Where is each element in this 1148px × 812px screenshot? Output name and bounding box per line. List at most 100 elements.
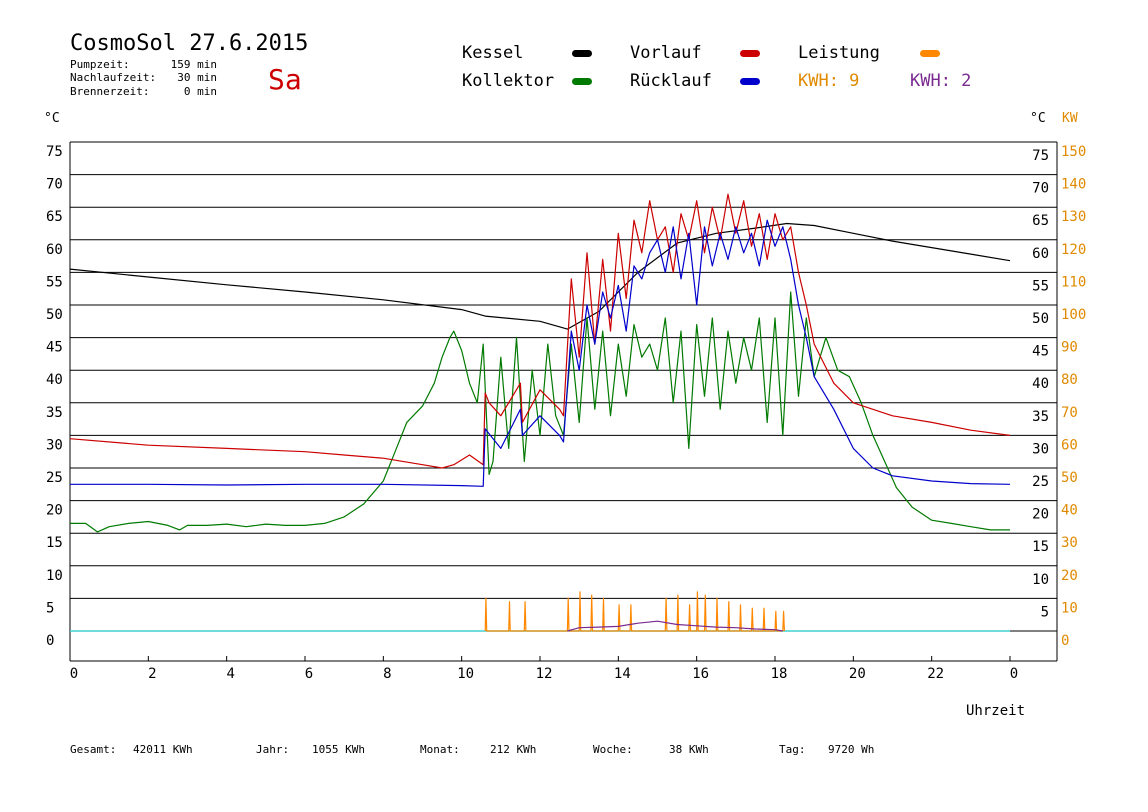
- series-kwh2-line: [567, 620, 783, 632]
- y-left-tick-label: 20: [46, 503, 63, 519]
- y-left-tick-label: 75: [46, 144, 63, 160]
- y-left-tick-label: 70: [46, 177, 63, 193]
- y-right-tick-label: 15: [1032, 539, 1049, 555]
- y-left-tick-label: 65: [46, 209, 63, 225]
- jahr-value: 1055 KWh: [312, 743, 365, 756]
- y-left-tick-label: 35: [46, 405, 63, 421]
- y-left-tick-label: 55: [46, 274, 63, 290]
- y-right-tick-label: 55: [1032, 278, 1049, 294]
- x-tick-label: 14: [614, 666, 631, 682]
- pumpzeit-label: Pumpzeit:: [70, 58, 130, 71]
- y-right-tick-label: 20: [1032, 507, 1049, 523]
- y-right-tick-label: 50: [1032, 311, 1049, 327]
- y-right-kw-tick-label: 80: [1061, 372, 1078, 388]
- jahr-label: Jahr:: [256, 743, 289, 756]
- day-label: Sa: [268, 63, 302, 96]
- legend-kessel-swatch: [572, 50, 592, 57]
- y-right-kw-tick-label: 150: [1061, 144, 1086, 160]
- y-right-kw-tick-label: 110: [1061, 274, 1086, 290]
- legend-kwh1: KWH: 9: [798, 71, 859, 91]
- y-right-kw-tick-label: 0: [1061, 633, 1069, 649]
- brennerzeit-label: Brennerzeit:: [70, 85, 149, 98]
- x-tick-label: 6: [305, 666, 313, 682]
- x-tick-label: 12: [536, 666, 553, 682]
- y-right-kw-tick-label: 140: [1061, 177, 1086, 193]
- y-right-tick-label: 45: [1032, 344, 1049, 360]
- y-right-kw-tick-label: 30: [1061, 535, 1078, 551]
- y-right-kw-tick-label: 130: [1061, 209, 1086, 225]
- y-right-kw-tick-label: 40: [1061, 503, 1078, 519]
- y-right-kw-tick-label: 10: [1061, 600, 1078, 616]
- woche-label: Woche:: [593, 743, 633, 756]
- y-right-kw-unit: KW: [1062, 111, 1078, 126]
- gridlines: [70, 141, 1057, 662]
- y-right-tick-label: 75: [1032, 148, 1049, 164]
- chart-title: CosmoSol 27.6.2015: [70, 31, 308, 56]
- gesamt-value: 42011 KWh: [133, 743, 193, 756]
- y-right-kw-tick-label: 90: [1061, 340, 1078, 356]
- series-layer: [69, 193, 1030, 632]
- info-block: Pumpzeit: 159 min Nachlaufzeit: 30 min B…: [70, 58, 217, 98]
- x-tick-label: 16: [692, 666, 709, 682]
- axes: [69, 142, 1058, 661]
- y-left-tick-label: 30: [46, 437, 63, 453]
- y-right-tick-label: 65: [1032, 213, 1049, 229]
- monat-value: 212 KWh: [490, 743, 536, 756]
- y-right-kw-tick-label: 20: [1061, 568, 1078, 584]
- y-left-tick-label: 0: [46, 633, 54, 649]
- y-left-tick-label: 25: [46, 470, 63, 486]
- y-right-kw-tick-label: 120: [1061, 242, 1086, 258]
- x-tick-label: 8: [383, 666, 391, 682]
- y-right-tick-label: 70: [1032, 181, 1049, 197]
- y-right-tick-label: 30: [1032, 441, 1049, 457]
- y-left-tick-label: 10: [46, 568, 63, 584]
- x-tick-label: 20: [849, 666, 866, 682]
- series-ruecklauf-line: [70, 219, 1011, 487]
- legend-kessel-label: Kessel: [462, 43, 523, 63]
- y-left-unit: °C: [44, 111, 60, 126]
- legend-leistung-swatch: [920, 50, 940, 57]
- tag-value: 9720 Wh: [828, 743, 874, 756]
- legend-vorlauf-label: Vorlauf: [630, 43, 702, 63]
- legend-ruecklauf-label: Rücklauf: [630, 71, 712, 91]
- legend-kollektor-label: Kollektor: [462, 71, 554, 91]
- y-left-tick-label: 40: [46, 372, 63, 388]
- x-tick-label: 22: [927, 666, 944, 682]
- x-axis-label: Uhrzeit: [966, 703, 1025, 719]
- legend-kwh2: KWH: 2: [910, 71, 971, 91]
- x-tick-label: 0: [70, 666, 78, 682]
- y-left-tick-label: 50: [46, 307, 63, 323]
- legend-leistung-label: Leistung: [798, 43, 880, 63]
- monat-label: Monat:: [420, 743, 460, 756]
- tick-labels: 7570656055504540353025201510507570656055…: [46, 144, 1086, 682]
- y-left-tick-label: 45: [46, 340, 63, 356]
- x-tick-label: 0: [1010, 666, 1018, 682]
- nachlaufzeit-label: Nachlaufzeit:: [70, 71, 156, 84]
- legend-vorlauf-swatch: [740, 50, 760, 57]
- y-right-tick-label: 40: [1032, 376, 1049, 392]
- y-right-unit: °C: [1030, 111, 1046, 126]
- x-tick-label: 18: [771, 666, 788, 682]
- y-left-tick-label: 15: [46, 535, 63, 551]
- brennerzeit-value: 0 min: [184, 85, 217, 98]
- y-right-kw-tick-label: 100: [1061, 307, 1086, 323]
- pumpzeit-value: 159 min: [171, 58, 217, 71]
- tag-label: Tag:: [779, 743, 806, 756]
- y-left-tick-label: 60: [46, 242, 63, 258]
- y-right-tick-label: 10: [1032, 572, 1049, 588]
- legend-kollektor-swatch: [572, 78, 592, 85]
- woche-value: 38 KWh: [669, 743, 709, 756]
- x-tick-label: 10: [457, 666, 474, 682]
- series-vorlauf-line: [69, 193, 1011, 469]
- y-right-kw-tick-label: 70: [1061, 405, 1078, 421]
- gesamt-label: Gesamt:: [70, 743, 116, 756]
- x-tick-label: 2: [148, 666, 156, 682]
- legend: Kessel Kollektor Vorlauf Rücklauf Leistu…: [462, 43, 971, 91]
- y-left-tick-label: 5: [46, 600, 54, 616]
- x-tick-label: 4: [226, 666, 234, 682]
- y-right-tick-label: 35: [1032, 409, 1049, 425]
- series-kollektor-line: [70, 291, 1010, 533]
- y-right-kw-tick-label: 60: [1061, 437, 1078, 453]
- y-right-kw-tick-label: 50: [1061, 470, 1078, 486]
